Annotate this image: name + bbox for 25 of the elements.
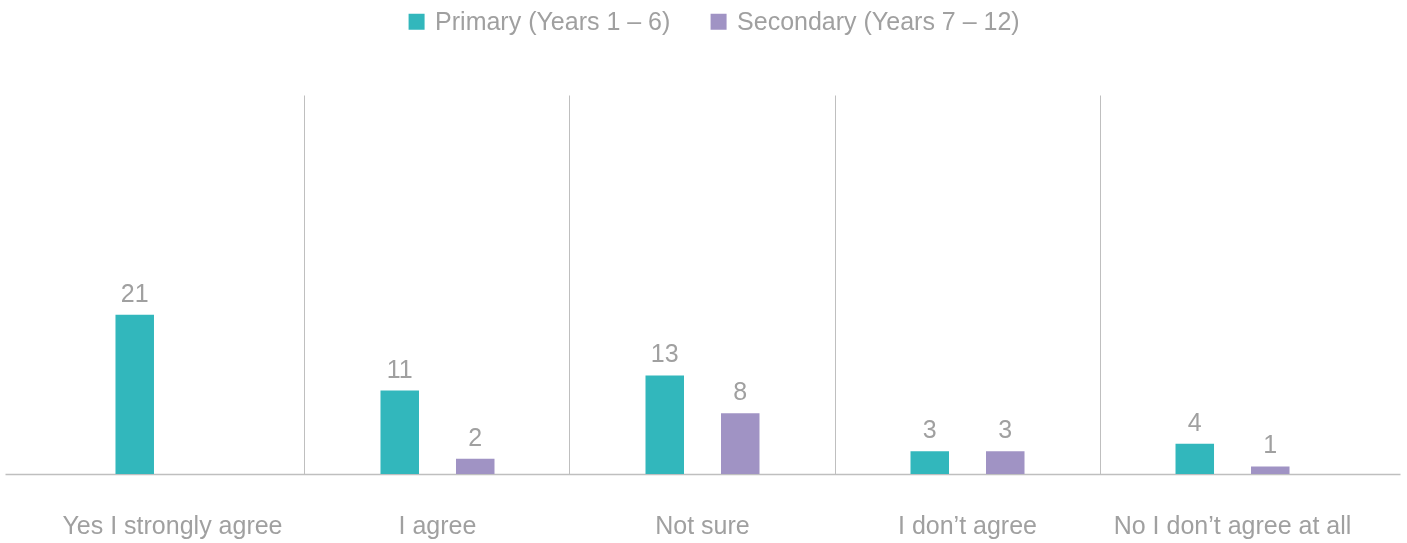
- bar: [721, 413, 760, 474]
- data-label: 21: [120, 278, 149, 307]
- data-label: 3: [998, 415, 1013, 444]
- x-tick-label: Not sure: [655, 510, 750, 539]
- data-label: 1: [1263, 430, 1278, 459]
- data-label: 8: [733, 377, 748, 406]
- legend-label: Secondary (Years 7 – 12): [737, 6, 1020, 35]
- data-label: 4: [1187, 407, 1202, 436]
- bar: [455, 458, 495, 474]
- bar: [986, 451, 1025, 474]
- data-label: 2: [468, 422, 483, 451]
- x-tick-label: No I don’t agree at all: [1113, 510, 1352, 539]
- data-label: 3: [922, 415, 937, 444]
- bar: [115, 314, 154, 474]
- bar: [1175, 443, 1215, 474]
- bar: [910, 451, 950, 474]
- x-tick-label: Yes I strongly agree: [62, 510, 283, 539]
- data-label: 13: [650, 339, 679, 368]
- bar: [645, 375, 684, 474]
- x-tick-label: I agree: [398, 510, 477, 539]
- bar: [1251, 466, 1290, 474]
- data-label: 11: [386, 354, 413, 383]
- legend-label: Primary (Years 1 – 6): [435, 6, 671, 35]
- x-tick-label: I don’t agree: [898, 510, 1038, 539]
- bar: [380, 390, 419, 474]
